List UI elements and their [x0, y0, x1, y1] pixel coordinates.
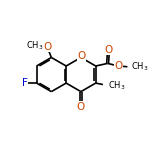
Text: O: O: [114, 61, 123, 71]
Text: CH$_3$: CH$_3$: [108, 79, 125, 92]
Text: CH$_3$: CH$_3$: [131, 60, 149, 73]
Text: O: O: [104, 45, 112, 55]
Text: O: O: [77, 51, 85, 61]
Text: O: O: [77, 102, 85, 112]
Text: O: O: [43, 42, 51, 52]
Text: F: F: [22, 78, 28, 88]
Text: CH$_3$: CH$_3$: [26, 39, 44, 52]
